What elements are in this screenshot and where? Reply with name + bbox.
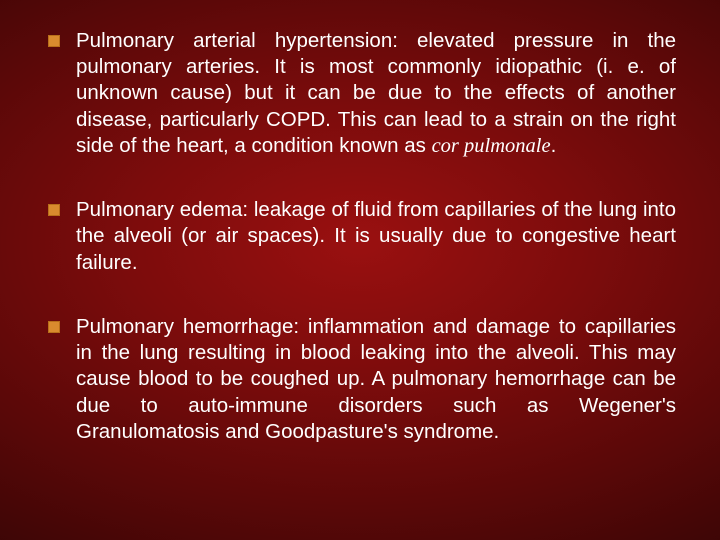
list-item: Pulmonary hemorrhage: inflammation and d… [44,314,676,445]
bullet-text-pre: Pulmonary hemorrhage: inflammation and d… [76,315,676,443]
bullet-list: Pulmonary arterial hypertension: elevate… [44,28,676,445]
bullet-text-pre: Pulmonary arterial hypertension: elevate… [76,29,676,157]
list-item: Pulmonary edema: leakage of fluid from c… [44,197,676,276]
list-item: Pulmonary arterial hypertension: elevate… [44,28,676,159]
bullet-text-post: . [551,134,557,157]
slide-body: Pulmonary arterial hypertension: elevate… [0,0,720,540]
bullet-text-italic: cor pulmonale [432,135,551,157]
bullet-text-pre: Pulmonary edema: leakage of fluid from c… [76,198,676,273]
